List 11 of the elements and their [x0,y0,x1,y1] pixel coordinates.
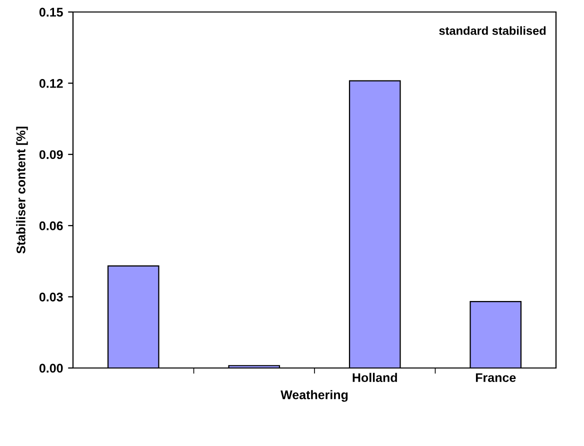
y-axis-title: Stabiliser content [%] [16,126,28,254]
y-tick-label: 0.03 [39,292,63,302]
x-tick-label: Holland [352,372,397,382]
y-tick-label: 0.06 [39,221,63,230]
annotation: standard stabilised [439,26,546,35]
y-tick-label: 0.12 [39,79,63,88]
x-tick-label: France [476,373,516,382]
x-axis-title: Weathering [280,390,348,402]
y-tick-label: 0.15 [39,8,63,17]
y-tick-label: 0.09 [39,150,63,160]
y-tick-label: 0.00 [39,364,63,373]
